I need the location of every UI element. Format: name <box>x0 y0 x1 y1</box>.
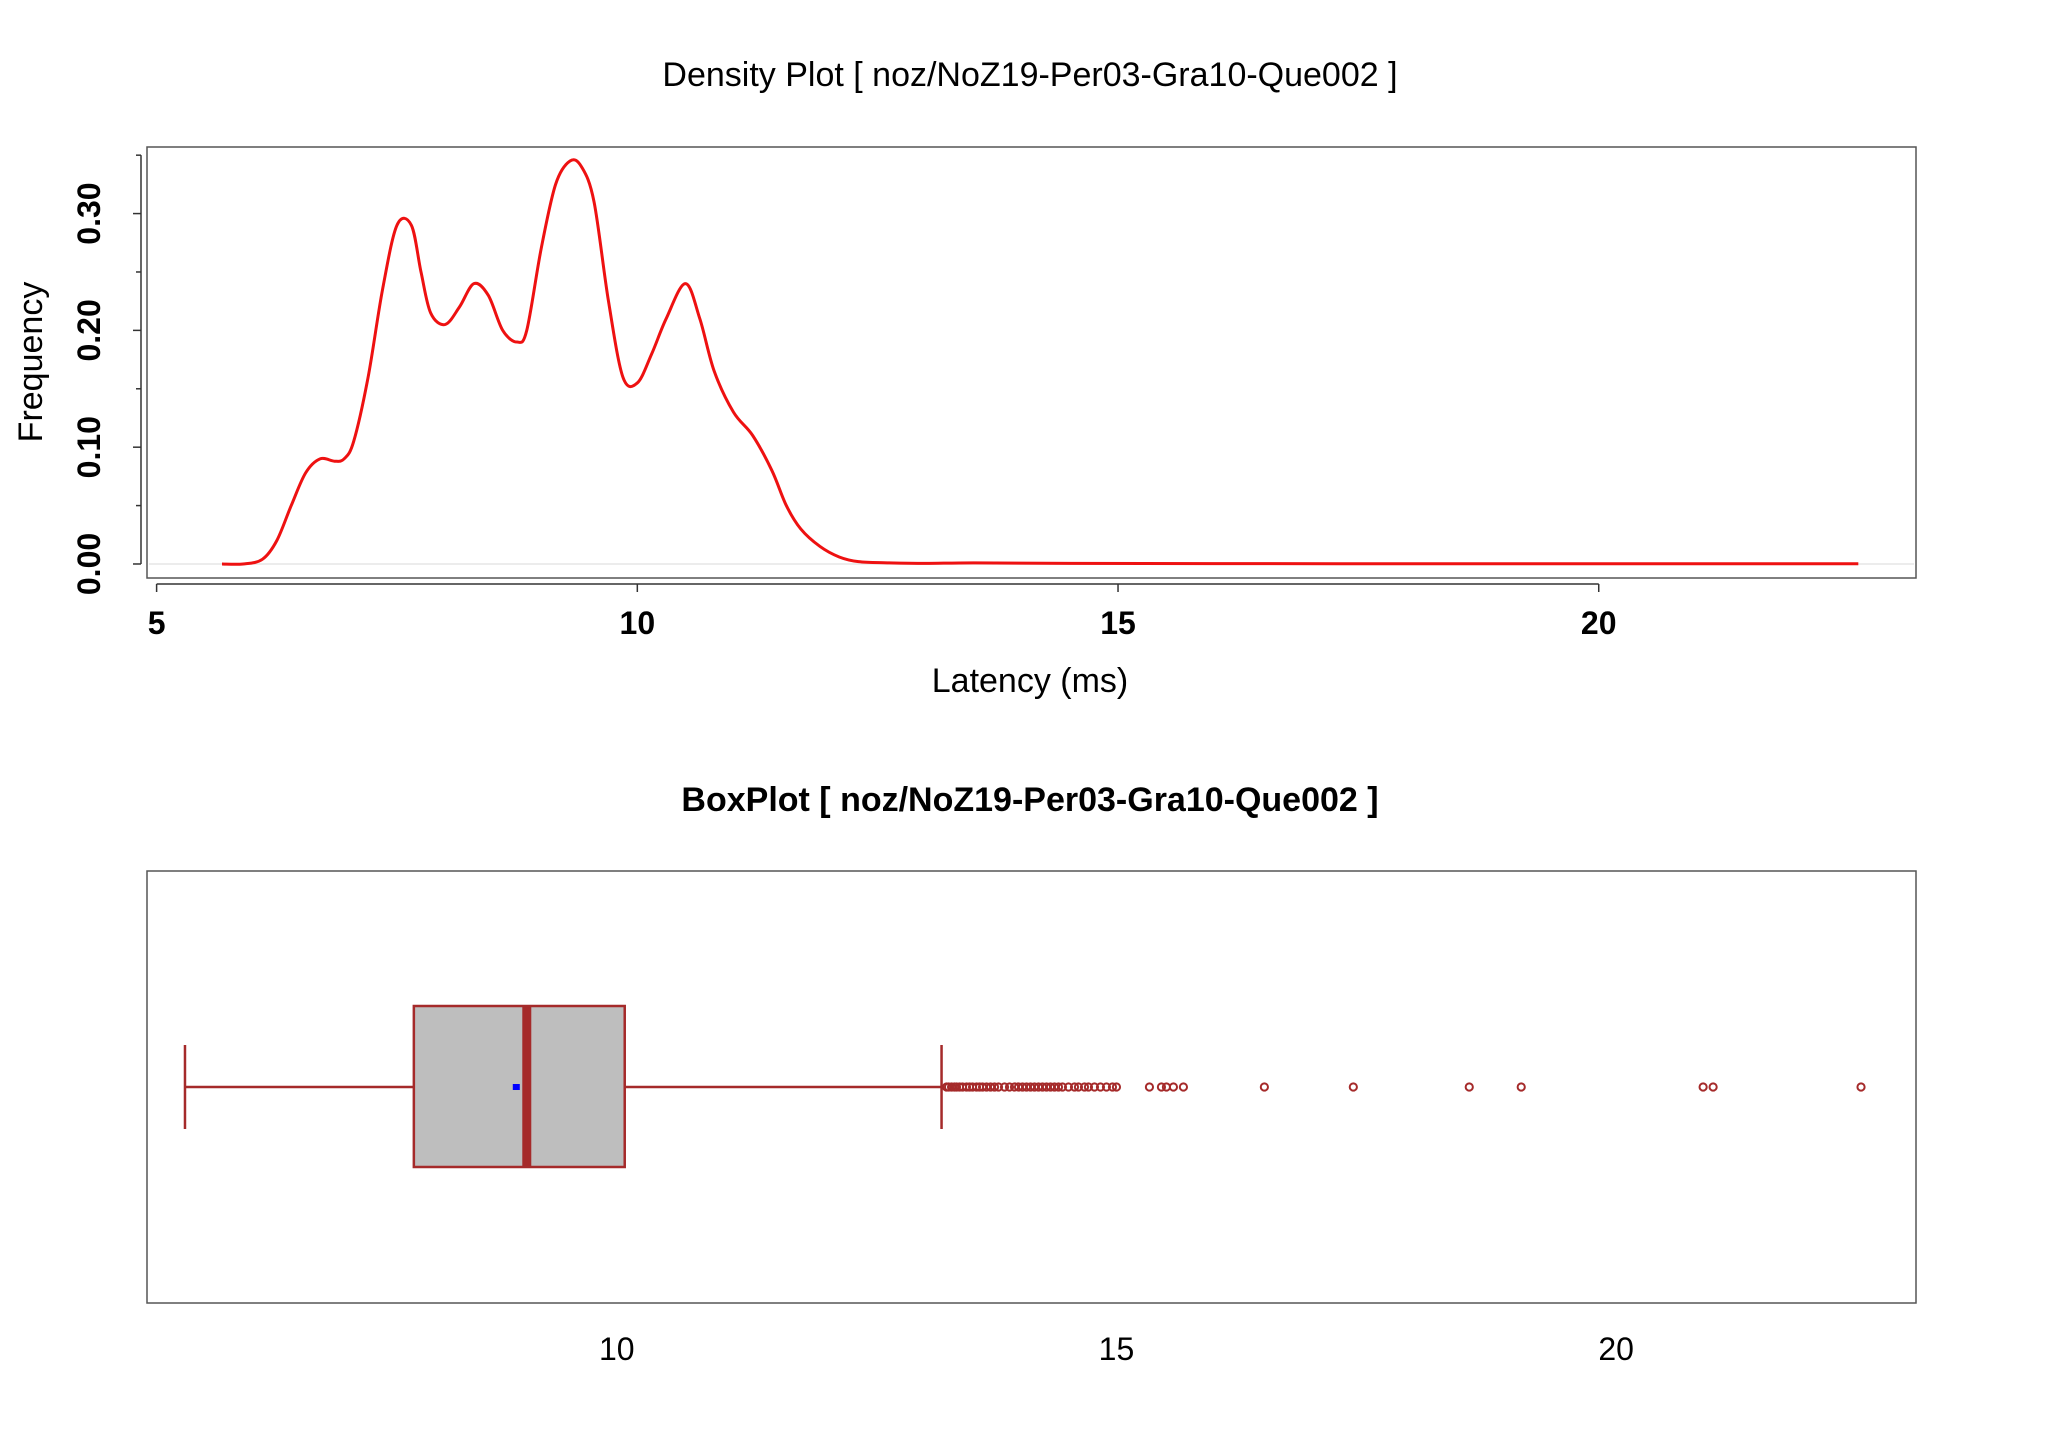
outlier-point <box>1004 1082 1015 1092</box>
boxplot-x-tick-label: 10 <box>599 1331 635 1367</box>
density-y-tick-label: 0.30 <box>71 182 107 244</box>
density-y-axis-label: Frequency <box>12 282 50 443</box>
density-series-line <box>221 158 1859 566</box>
outlier-point <box>1168 1082 1179 1092</box>
outlier-point <box>1178 1082 1189 1092</box>
outlier-point <box>1073 1082 1084 1092</box>
outlier-point <box>961 1082 972 1092</box>
boxplot-x-axis: 10 15 20 <box>599 1331 1634 1367</box>
outlier-point <box>1111 1082 1122 1092</box>
boxplot-title: BoxPlot [ noz/NoZ19-Per03-Gra10-Que002 ] <box>681 781 1378 819</box>
outlier-point <box>1101 1082 1112 1092</box>
outlier-point <box>989 1082 1000 1092</box>
density-x-axis-label: Latency (ms) <box>932 662 1129 700</box>
box-panel: BoxPlot [ noz/NoZ19-Per03-Gra10-Que002 ]… <box>146 781 1917 1367</box>
boxplot-frame <box>146 870 1917 1304</box>
outlier-point <box>1089 1082 1100 1092</box>
outlier-point <box>1057 1082 1068 1092</box>
density-x-tick-label: 15 <box>1100 605 1136 641</box>
outlier-point <box>1516 1082 1526 1092</box>
mean-marker <box>512 1084 520 1090</box>
boxplot-marks <box>183 1004 943 1169</box>
density-y-tick-label: 0.20 <box>71 299 107 361</box>
density-x-tick-label: 10 <box>620 605 656 641</box>
density-y-axis: 0.00 0.10 0.20 0.30 <box>71 154 142 595</box>
outlier-point <box>1856 1082 1866 1092</box>
outlier-point <box>1464 1082 1474 1092</box>
outlier-point <box>1144 1082 1155 1092</box>
outlier-point <box>1079 1082 1090 1092</box>
outlier-point <box>951 1082 962 1092</box>
outlier-point <box>999 1082 1010 1092</box>
outlier-point <box>1259 1082 1269 1092</box>
outlier-point <box>1708 1082 1718 1092</box>
outlier-point <box>1156 1082 1167 1092</box>
outlier-point <box>1053 1082 1064 1092</box>
density-x-axis: 5 10 15 20 <box>148 583 1617 641</box>
outlier-point <box>1069 1082 1080 1092</box>
density-y-tick-label: 0.00 <box>71 533 107 595</box>
density-plot-frame <box>146 146 1917 579</box>
density-y-tick-label: 0.10 <box>71 416 107 478</box>
outlier-point <box>1107 1082 1118 1092</box>
density-panel: Density Plot [ noz/NoZ19-Per03-Gra10-Que… <box>12 56 1917 700</box>
outlier-point <box>1083 1082 1094 1092</box>
outlier-point <box>1095 1082 1106 1092</box>
outlier-point <box>1698 1082 1708 1092</box>
outlier-point <box>971 1082 982 1092</box>
outlier-point <box>993 1082 1004 1092</box>
boxplot-x-tick-label: 20 <box>1598 1331 1634 1367</box>
outlier-point <box>1348 1082 1358 1092</box>
outlier-point <box>1063 1082 1074 1092</box>
boxplot-outliers <box>941 1082 1866 1092</box>
density-x-tick-label: 5 <box>148 605 166 641</box>
boxplot-x-tick-label: 15 <box>1099 1331 1135 1367</box>
density-title: Density Plot [ noz/NoZ19-Per03-Gra10-Que… <box>662 56 1397 94</box>
density-x-tick-label: 20 <box>1581 605 1617 641</box>
